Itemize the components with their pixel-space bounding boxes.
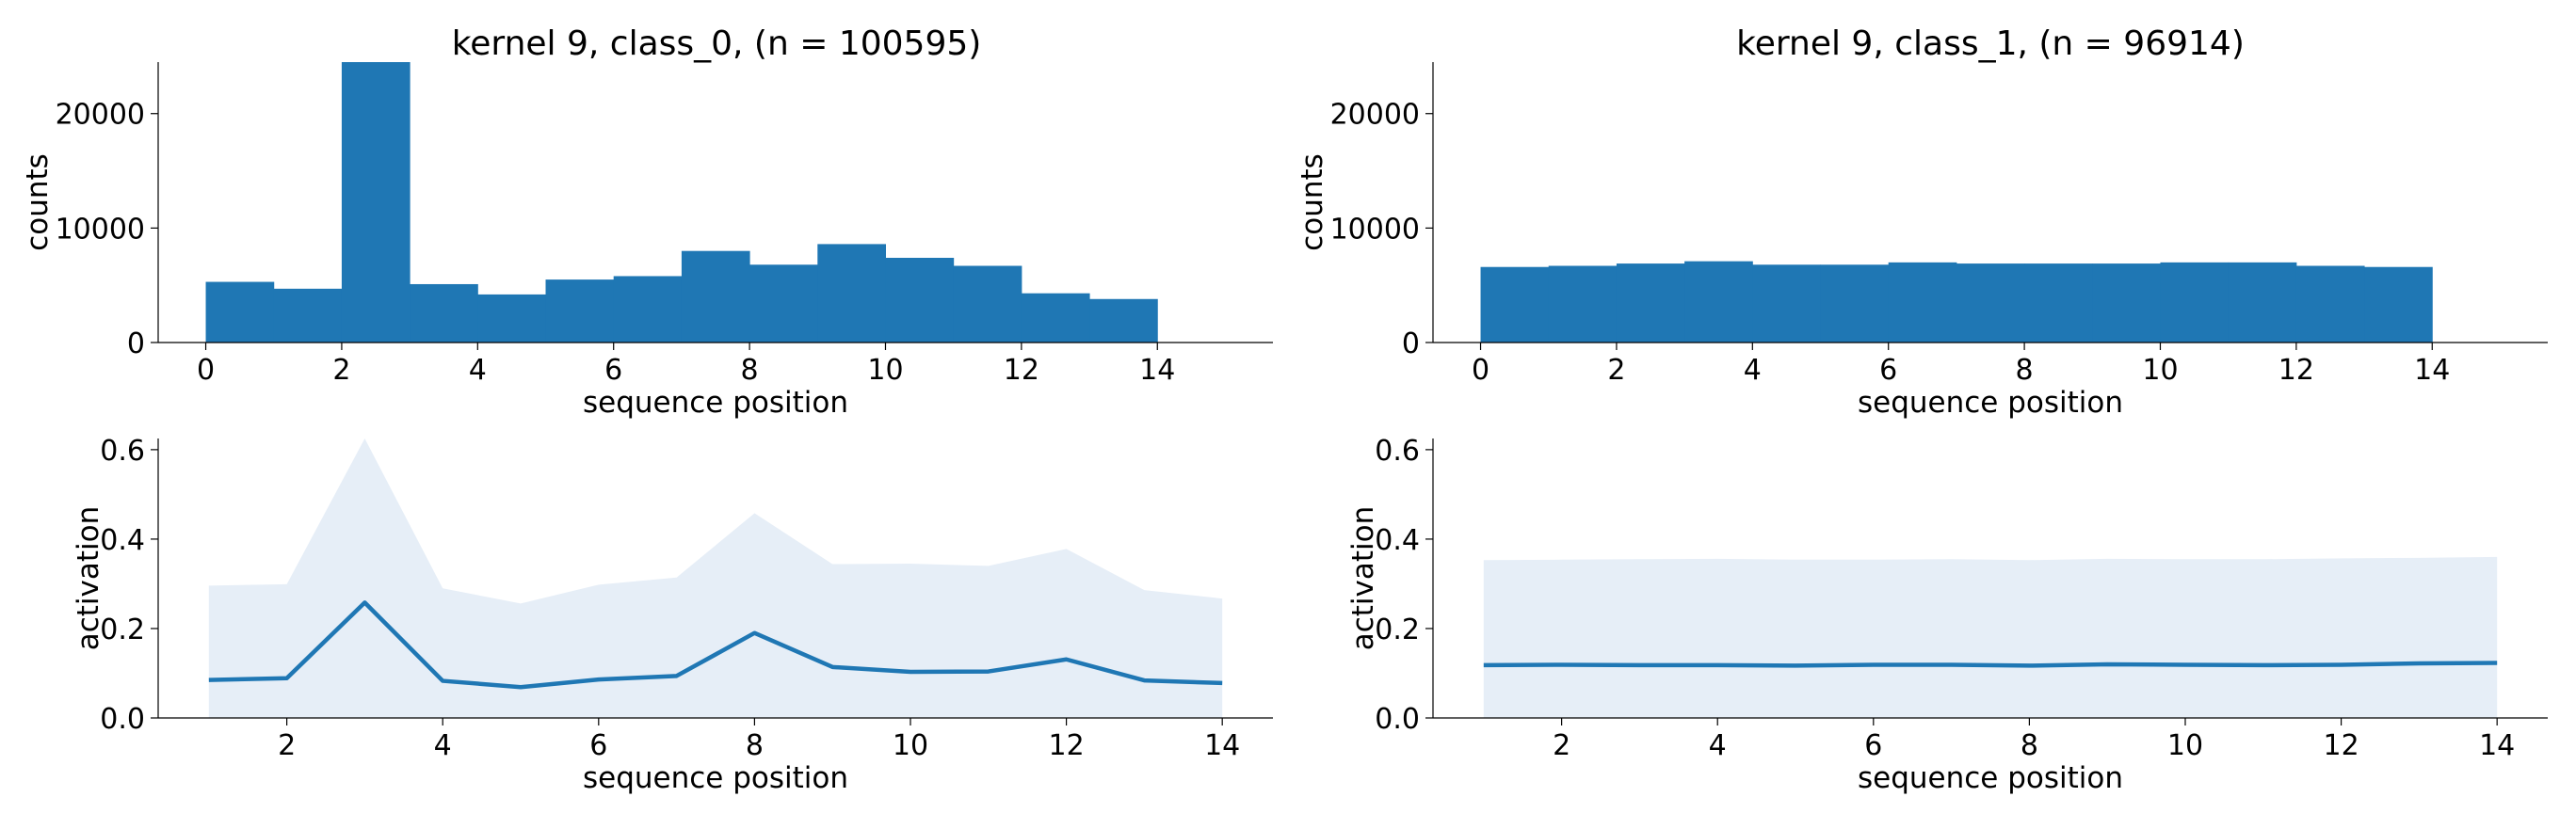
x-tick-label: 6 xyxy=(1879,354,1897,387)
x-tick-label: 14 xyxy=(2414,354,2450,387)
activation-band xyxy=(208,438,1223,718)
histogram-bar xyxy=(2295,265,2365,343)
histogram-bar xyxy=(2092,263,2161,343)
x-tick-label: 12 xyxy=(2278,354,2314,387)
activation-mean-line xyxy=(208,600,1223,690)
activation-class-1: 2 4 6 8 10 12 14 0.0 0.2 0.4 0.6 sequence position a… xyxy=(1346,435,2548,795)
histogram-bar xyxy=(1480,266,1550,343)
y-tick-label: 0.0 xyxy=(1375,703,1420,736)
x-axis-label: sequence position xyxy=(1858,761,2123,795)
histogram-bar xyxy=(341,62,411,343)
x-tick-label: 6 xyxy=(589,729,607,762)
hist-class-1: kernel 9, class_1, (n = 96914) 0 2 4 6 8 10 12… xyxy=(1296,24,2548,420)
histogram-bar xyxy=(1820,264,1890,343)
x-tick-label: 2 xyxy=(278,729,296,762)
y-axis-label: activation xyxy=(72,506,105,651)
histogram-bar xyxy=(545,279,615,343)
y-tick-label: 0.2 xyxy=(100,614,145,646)
histogram-bar xyxy=(817,244,886,343)
histogram-bar xyxy=(749,264,818,343)
histogram-bar xyxy=(273,288,343,343)
y-tick-label: 10000 xyxy=(56,213,145,246)
histogram-bar xyxy=(953,265,1022,343)
x-tick-label: 8 xyxy=(2016,354,2034,387)
y-axis-label: counts xyxy=(1296,153,1329,251)
x-tick-label: 10 xyxy=(2142,354,2178,387)
chart-title: kernel 9, class_1, (n = 96914) xyxy=(1736,24,2245,63)
y-tick-label: 0.0 xyxy=(100,703,145,736)
x-tick-label: 12 xyxy=(1004,354,1039,387)
histogram-bar xyxy=(1956,263,2025,343)
histogram-bar xyxy=(2160,262,2230,343)
y-tick-label: 0.4 xyxy=(1375,524,1420,557)
histogram-bar xyxy=(1752,264,1822,343)
histogram-bar xyxy=(2364,266,2433,343)
y-axis-label: counts xyxy=(21,153,55,251)
histogram-bar xyxy=(613,276,683,343)
x-tick-label: 4 xyxy=(434,729,452,762)
histogram-bar xyxy=(1888,262,1957,343)
x-tick-label: 12 xyxy=(1048,729,1084,762)
x-tick-label: 12 xyxy=(2323,729,2359,762)
x-tick-label: 10 xyxy=(867,354,903,387)
x-tick-label: 4 xyxy=(469,354,487,387)
histogram-bar xyxy=(681,250,750,343)
x-tick-label: 8 xyxy=(741,354,759,387)
x-tick-label: 6 xyxy=(604,354,622,387)
x-tick-label: 6 xyxy=(1864,729,1882,762)
y-tick-label: 10000 xyxy=(1330,213,1420,246)
x-tick-label: 8 xyxy=(2021,729,2038,762)
x-tick-label: 10 xyxy=(2167,729,2203,762)
y-tick-label: 0.6 xyxy=(100,435,145,468)
histogram-bar xyxy=(477,294,547,343)
y-tick-label: 0 xyxy=(127,327,145,360)
y-tick-label: 0.2 xyxy=(1375,614,1420,646)
activation-band xyxy=(1483,556,2498,718)
activation-class-0: 2 4 6 8 10 12 14 0.0 0.2 0.4 0.6 sequence position a… xyxy=(72,435,1273,795)
y-axis-label: activation xyxy=(1346,506,1380,651)
histogram-bar xyxy=(205,281,275,343)
x-tick-label: 10 xyxy=(893,729,928,762)
chart-title: kernel 9, class_0, (n = 100595) xyxy=(452,24,982,63)
y-tick-label: 0 xyxy=(1402,327,1420,360)
y-tick-label: 0.6 xyxy=(1375,435,1420,468)
x-axis-label: sequence position xyxy=(583,386,848,420)
histogram-bar xyxy=(2228,262,2297,343)
x-tick-label: 2 xyxy=(1553,729,1570,762)
histogram-bar xyxy=(1684,261,1753,343)
histogram-bar xyxy=(1548,265,1618,343)
x-tick-label: 14 xyxy=(1139,354,1175,387)
x-tick-label: 0 xyxy=(1472,354,1489,387)
x-tick-label: 14 xyxy=(2479,729,2515,762)
histogram-bar xyxy=(1089,298,1158,343)
x-axis-label: sequence position xyxy=(1858,386,2123,420)
x-tick-label: 14 xyxy=(1204,729,1240,762)
hist-class-0: kernel 9, class_0, (n = 100595) 0 2 4 6 8 10 1… xyxy=(21,24,1273,420)
histogram-bar xyxy=(1616,263,1685,343)
activation-mean-line xyxy=(1483,661,2498,668)
histogram-bar xyxy=(2024,263,2093,343)
x-tick-label: 2 xyxy=(1607,354,1625,387)
x-tick-label: 0 xyxy=(197,354,215,387)
histogram-bar xyxy=(885,257,955,343)
x-tick-label: 2 xyxy=(332,354,350,387)
x-tick-label: 8 xyxy=(746,729,764,762)
y-tick-label: 20000 xyxy=(56,99,145,132)
histogram-bar xyxy=(1021,293,1090,343)
x-tick-label: 4 xyxy=(1744,354,1762,387)
y-tick-label: 20000 xyxy=(1330,99,1420,132)
x-axis-label: sequence position xyxy=(583,761,848,795)
histogram-bar xyxy=(410,283,478,343)
x-tick-label: 4 xyxy=(1709,729,1727,762)
y-tick-label: 0.4 xyxy=(100,524,145,557)
